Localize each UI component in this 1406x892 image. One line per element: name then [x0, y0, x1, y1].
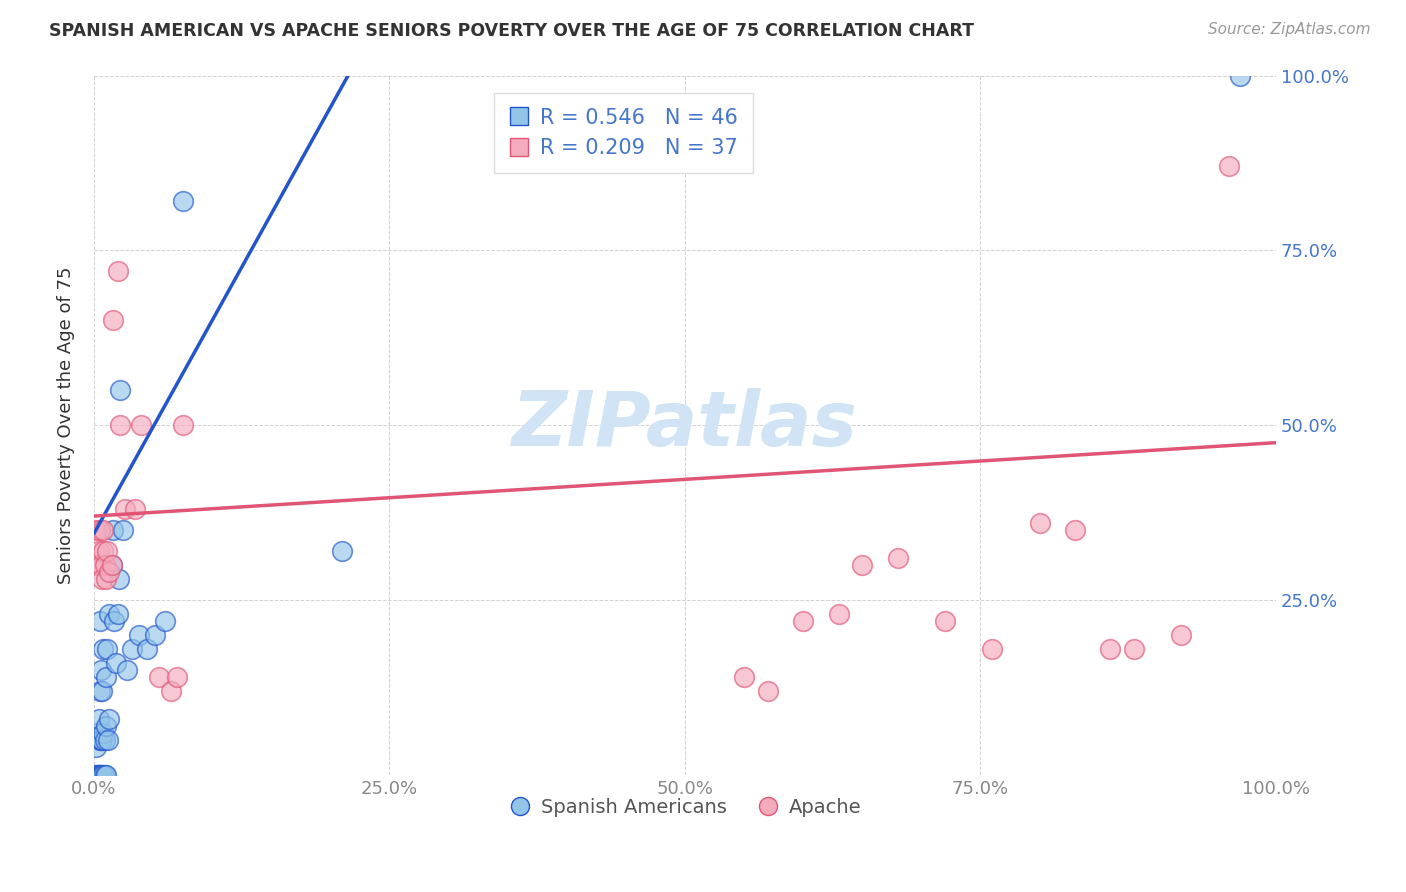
Point [100, 558, 122, 572]
Point [94, 768, 117, 782]
Point [86, 558, 108, 572]
Point [114, 502, 136, 516]
Point [84, 768, 107, 782]
Y-axis label: Seniors Poverty Over the Age of 75: Seniors Poverty Over the Age of 75 [58, 267, 75, 584]
Point [1123, 642, 1146, 657]
Point [1229, 69, 1251, 83]
Point [112, 523, 135, 537]
Point [886, 551, 908, 566]
Point [93, 558, 115, 572]
Point [86, 726, 108, 740]
Point [96, 544, 118, 558]
Point [107, 607, 129, 621]
Point [87, 544, 110, 558]
Point [124, 502, 146, 516]
Point [89, 614, 111, 628]
Point [107, 264, 129, 278]
Point [89, 523, 111, 537]
Point [103, 614, 125, 628]
Point [101, 313, 124, 327]
Point [87, 768, 110, 782]
Point [115, 663, 138, 677]
Point [93, 726, 115, 740]
Point [94, 572, 117, 586]
Point [98, 565, 121, 579]
Point [145, 628, 167, 642]
Point [1099, 642, 1122, 657]
Point [981, 642, 1004, 657]
Text: ZIPatlas: ZIPatlas [512, 388, 858, 462]
Point [172, 194, 194, 209]
Point [98, 712, 121, 726]
Point [1028, 516, 1050, 530]
Point [86, 768, 108, 782]
Point [129, 418, 152, 433]
Point [96, 642, 118, 657]
Point [91, 732, 114, 747]
Point [1064, 523, 1087, 537]
Point [84, 739, 107, 754]
Point [733, 670, 755, 684]
Point [91, 684, 114, 698]
Point [159, 684, 181, 698]
Point [91, 768, 114, 782]
Point [98, 607, 121, 621]
Point [792, 614, 814, 628]
Point [107, 572, 129, 586]
Point [93, 732, 115, 747]
Point [84, 523, 107, 537]
Point [108, 418, 131, 433]
Point [172, 418, 194, 433]
Point [89, 684, 111, 698]
Point [105, 656, 128, 670]
Point [108, 383, 131, 397]
Point [851, 558, 873, 572]
Point [330, 544, 353, 558]
Point [93, 544, 115, 558]
Point [100, 558, 122, 572]
Point [1170, 628, 1192, 642]
Point [93, 523, 115, 537]
Point [91, 572, 114, 586]
Point [87, 768, 110, 782]
Point [94, 719, 117, 733]
Point [90, 768, 112, 782]
Point [93, 768, 115, 782]
Point [121, 642, 143, 657]
Point [87, 712, 110, 726]
Point [148, 670, 170, 684]
Point [756, 684, 779, 698]
Point [128, 628, 150, 642]
Point [89, 732, 111, 747]
Point [90, 732, 112, 747]
Point [97, 732, 120, 747]
Text: Source: ZipAtlas.com: Source: ZipAtlas.com [1208, 22, 1371, 37]
Point [94, 670, 117, 684]
Point [827, 607, 849, 621]
Point [89, 768, 111, 782]
Point [93, 768, 115, 782]
Point [90, 558, 112, 572]
Text: SPANISH AMERICAN VS APACHE SENIORS POVERTY OVER THE AGE OF 75 CORRELATION CHART: SPANISH AMERICAN VS APACHE SENIORS POVER… [49, 22, 974, 40]
Point [1218, 160, 1240, 174]
Point [101, 523, 124, 537]
Legend: Spanish Americans, Apache: Spanish Americans, Apache [501, 790, 870, 824]
Point [153, 614, 176, 628]
Point [93, 642, 115, 657]
Point [934, 614, 956, 628]
Point [166, 670, 188, 684]
Point [136, 642, 159, 657]
Point [90, 663, 112, 677]
